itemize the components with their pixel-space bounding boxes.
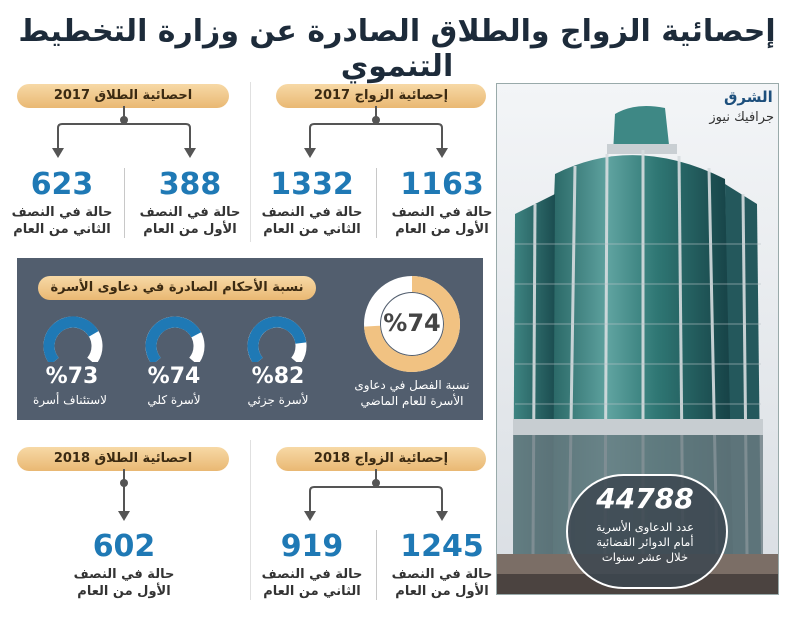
gauge-fill xyxy=(247,316,307,362)
divorce-2017-divider xyxy=(124,168,125,238)
rulings-gauge-appeal xyxy=(43,316,103,362)
gauge-fill xyxy=(43,316,99,362)
rulings-main-value: %74 xyxy=(383,309,441,337)
rulings-gauge-appeal-caption: لاستئناف أسرة xyxy=(33,393,107,407)
marriage-2017-divider xyxy=(376,168,377,238)
divorce-2017-label: احصائية الطلاق 2017 xyxy=(17,84,229,108)
divorce-2017-second-line1: حالة في النصف xyxy=(11,205,113,220)
marriage-2017-label: إحصائية الزواج 2017 xyxy=(276,84,486,108)
marriage-2017-second-value: 1332 xyxy=(270,167,354,202)
marriage-2017-second-line2: الثاني من العام xyxy=(263,222,361,237)
column-divider xyxy=(250,440,251,600)
divorce-2018-first-value: 602 xyxy=(92,529,156,564)
marriage-2018-first-line2: الأول من العام xyxy=(395,584,489,599)
marriage-2018-divider xyxy=(376,530,377,600)
marriage-2017-second-line1: حالة في النصف xyxy=(261,205,363,220)
marriage-2018-first-value: 1245 xyxy=(400,529,484,564)
divorce-2018-first-line1: حالة في النصف xyxy=(73,567,175,582)
marriage-2018-second-line1: حالة في النصف xyxy=(261,567,363,582)
rulings-gauge-family-partial xyxy=(247,316,307,362)
cases-line1: عدد الدعاوى الأسرية xyxy=(595,520,695,534)
cases-value: 44788 xyxy=(596,482,694,515)
divorce-2017-first-value: 388 xyxy=(158,167,222,202)
column-divider xyxy=(250,82,251,242)
divorce-2018-label: احصائية الطلاق 2018 xyxy=(17,447,229,471)
marriage-2018-second-line2: الثاني من العام xyxy=(263,584,361,599)
rulings-main-line2: الأسرة للعام الماضي xyxy=(360,394,464,408)
marriage-2018-connector xyxy=(304,469,448,521)
cases-line2: أمام الدوائر القضائية xyxy=(596,535,694,549)
page-title: إحصائية الزواج والطلاق الصادرة عن وزارة … xyxy=(18,14,776,84)
gauge-fill xyxy=(145,316,202,362)
marriage-2017-first-value: 1163 xyxy=(400,167,484,202)
cases-stat-circle: 44788 عدد الدعاوى الأسرية أمام الدوائر ا… xyxy=(566,474,728,589)
rulings-gauge-family-full-value: %74 xyxy=(147,364,201,389)
rulings-gauge-family-full-caption: لأسرة كلي xyxy=(147,393,201,407)
divorce-2017-connector xyxy=(52,106,196,158)
rulings-label: نسبة الأحكام الصادرة في دعاوى الأسرة xyxy=(38,276,316,300)
rulings-gauge-family-partial-caption: لأسرة جزئي xyxy=(247,393,309,407)
marriage-2017-connector xyxy=(304,106,448,158)
divorce-2017-first-line2: الأول من العام xyxy=(143,222,237,237)
rulings-gauge-family-full xyxy=(145,316,205,362)
building-photo xyxy=(496,83,779,595)
divorce-2018-first-line2: الأول من العام xyxy=(77,584,171,599)
brand-logo-sub: جرافيك نيوز xyxy=(709,110,774,125)
marriage-2018-second-value: 919 xyxy=(280,529,344,564)
rulings-main-line1: نسبة الفصل في دعاوى xyxy=(354,378,470,392)
cases-line3: خلال عشر سنوات xyxy=(601,550,689,564)
divorce-2018-connector xyxy=(118,469,130,521)
rulings-gauge-appeal-value: %73 xyxy=(45,364,99,389)
brand-logo-name: الشرق xyxy=(724,88,773,106)
rulings-main-donut xyxy=(364,276,460,372)
marriage-2017-first-line2: الأول من العام xyxy=(395,222,489,237)
marriage-2017-first-line1: حالة في النصف xyxy=(391,205,493,220)
rulings-gauge-family-partial-value: %82 xyxy=(251,364,305,389)
marriage-2018-first-line1: حالة في النصف xyxy=(391,567,493,582)
marriage-2018-label: إحصائية الزواج 2018 xyxy=(276,447,486,471)
divorce-2017-first-line1: حالة في النصف xyxy=(139,205,241,220)
building-illustration xyxy=(497,84,778,594)
divorce-2017-second-value: 623 xyxy=(30,167,94,202)
divorce-2017-second-line2: الثاني من العام xyxy=(13,222,111,237)
